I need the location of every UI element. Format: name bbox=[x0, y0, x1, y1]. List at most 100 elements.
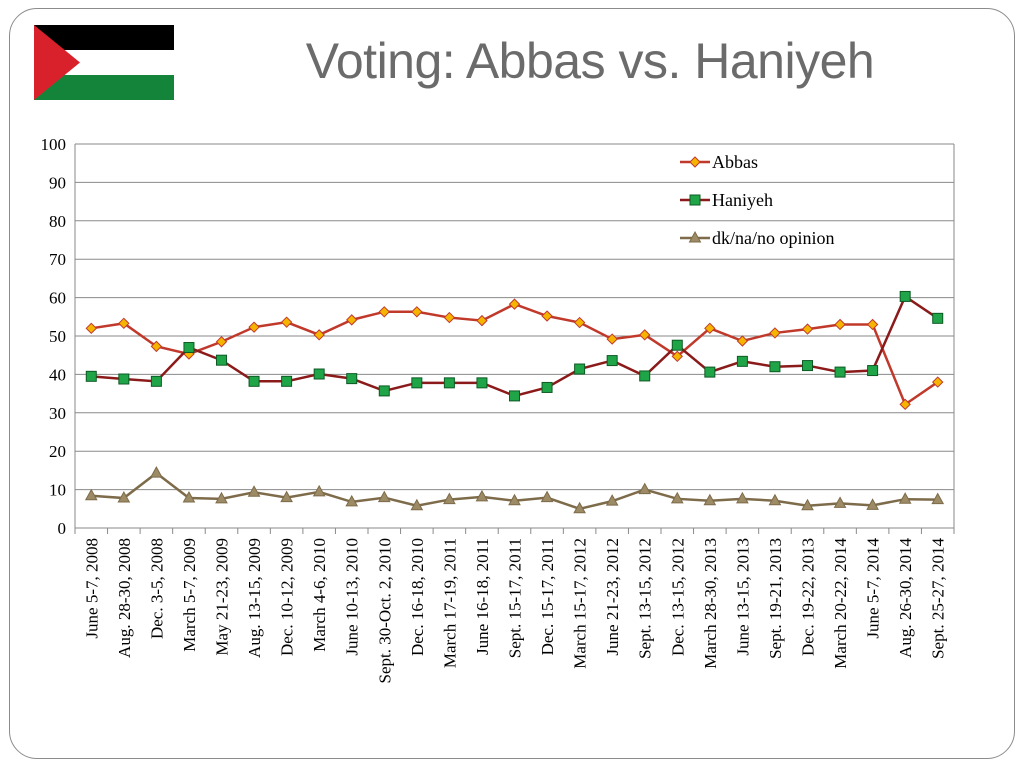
data-point-haniyeh bbox=[639, 370, 651, 382]
x-tick-label: March 4-6, 2010 bbox=[310, 538, 329, 652]
page-title: Voting: Abbas vs. Haniyeh bbox=[305, 33, 875, 89]
data-point-dk-na-no-opinion bbox=[410, 498, 424, 511]
data-point-dk-na-no-opinion bbox=[866, 498, 879, 510]
data-point-abbas bbox=[573, 316, 586, 329]
data-point-haniyeh bbox=[704, 366, 716, 378]
x-tick-label: March 28-30, 2013 bbox=[701, 538, 720, 669]
x-tick-label: Dec. 15-17, 2011 bbox=[538, 538, 557, 655]
x-tick-label: June 5-7, 2014 bbox=[864, 538, 883, 639]
y-tick-label: 100 bbox=[41, 135, 67, 154]
legend-label-abbas: Abbas bbox=[712, 152, 758, 172]
data-point-dk-na-no-opinion bbox=[736, 491, 749, 504]
data-point-abbas bbox=[215, 336, 228, 348]
data-point-abbas bbox=[150, 340, 163, 353]
data-point-dk-na-no-opinion bbox=[768, 493, 782, 506]
slide-frame bbox=[9, 8, 1015, 759]
y-tick-label: 50 bbox=[49, 327, 66, 346]
x-tick-label: March 15-17, 2012 bbox=[571, 538, 590, 669]
y-tick-label: 40 bbox=[49, 365, 66, 384]
data-point-abbas bbox=[443, 311, 456, 324]
data-point-abbas bbox=[671, 350, 683, 363]
data-point-haniyeh bbox=[802, 360, 813, 372]
data-point-haniyeh bbox=[378, 385, 390, 397]
data-point-dk-na-no-opinion bbox=[638, 482, 652, 495]
data-point-dk-na-no-opinion bbox=[540, 490, 554, 503]
data-point-dk-na-no-opinion bbox=[150, 466, 163, 478]
data-point-haniyeh bbox=[574, 363, 586, 375]
x-tick-label: Sept. 30-Oct. 2, 2010 bbox=[375, 538, 394, 683]
x-tick-label: March 20-22, 2014 bbox=[831, 538, 850, 669]
legend-marker-abbas bbox=[689, 156, 701, 168]
data-point-abbas bbox=[801, 323, 814, 335]
y-tick-label: 10 bbox=[49, 481, 66, 500]
legend-label-dk-na-no-opinion: dk/na/no opinion bbox=[712, 228, 835, 248]
x-tick-label: Dec. 16-18, 2010 bbox=[408, 538, 427, 656]
data-point-abbas bbox=[736, 335, 749, 347]
data-point-haniyeh bbox=[834, 366, 846, 378]
x-tick-label: June 13-15, 2013 bbox=[733, 538, 752, 656]
palestinian-flag-icon bbox=[34, 25, 174, 100]
y-tick-label: 0 bbox=[58, 519, 67, 538]
data-point-abbas bbox=[280, 316, 293, 328]
data-point-dk-na-no-opinion bbox=[117, 491, 131, 503]
x-tick-label: Aug. 26-30, 2014 bbox=[896, 538, 915, 658]
data-point-dk-na-no-opinion bbox=[605, 494, 619, 506]
data-point-abbas bbox=[508, 298, 521, 310]
data-point-dk-na-no-opinion bbox=[670, 491, 684, 504]
data-point-haniyeh bbox=[248, 375, 260, 387]
data-point-abbas bbox=[313, 329, 325, 341]
data-point-dk-na-no-opinion bbox=[215, 491, 228, 504]
data-point-haniyeh bbox=[867, 365, 879, 377]
data-point-haniyeh bbox=[183, 342, 195, 354]
x-tick-label: Sept. 13-15, 2012 bbox=[636, 538, 655, 659]
data-point-abbas bbox=[899, 398, 911, 411]
data-point-haniyeh bbox=[736, 355, 748, 367]
y-tick-label: 70 bbox=[49, 250, 66, 269]
data-point-haniyeh bbox=[118, 373, 130, 385]
data-point-haniyeh bbox=[769, 361, 781, 373]
data-point-haniyeh bbox=[509, 390, 520, 402]
data-point-dk-na-no-opinion bbox=[182, 491, 196, 503]
data-point-dk-na-no-opinion bbox=[312, 484, 326, 497]
data-point-dk-na-no-opinion bbox=[801, 498, 814, 511]
series-line-abbas bbox=[91, 302, 939, 407]
data-point-dk-na-no-opinion bbox=[833, 496, 847, 508]
data-point-dk-na-no-opinion bbox=[280, 490, 293, 503]
data-point-haniyeh bbox=[606, 355, 618, 367]
y-tick-label: 80 bbox=[49, 212, 66, 231]
legend-marker-haniyeh bbox=[689, 194, 701, 206]
x-tick-label: June 10-13, 2010 bbox=[343, 538, 362, 656]
data-point-abbas bbox=[378, 306, 390, 318]
data-point-dk-na-no-opinion bbox=[247, 485, 261, 497]
x-tick-label: Sept. 15-17, 2011 bbox=[506, 538, 525, 658]
data-point-dk-na-no-opinion bbox=[345, 494, 359, 507]
data-point-dk-na-no-opinion bbox=[573, 501, 586, 514]
x-tick-label: Dec. 19-22, 2013 bbox=[799, 538, 818, 656]
data-point-haniyeh bbox=[443, 377, 455, 389]
x-tick-label: Sept. 25-27, 2014 bbox=[929, 538, 948, 659]
x-tick-label: Sept. 19-21, 2013 bbox=[766, 538, 785, 659]
data-point-haniyeh bbox=[411, 377, 423, 389]
data-point-dk-na-no-opinion bbox=[84, 488, 98, 501]
x-tick-label: May 21-23, 2009 bbox=[213, 538, 232, 656]
x-tick-label: Dec. 3-5, 2008 bbox=[147, 538, 166, 639]
data-point-abbas bbox=[476, 314, 488, 327]
legend-label-haniyeh: Haniyeh bbox=[712, 190, 773, 210]
data-point-abbas bbox=[541, 310, 553, 322]
y-tick-label: 30 bbox=[49, 404, 66, 423]
x-tick-label: March 17-19, 2011 bbox=[440, 538, 459, 668]
data-point-abbas bbox=[248, 321, 260, 333]
x-tick-label: Aug. 28-30, 2008 bbox=[115, 538, 134, 658]
data-point-haniyeh bbox=[150, 375, 162, 387]
data-point-dk-na-no-opinion bbox=[703, 493, 717, 506]
data-point-haniyeh bbox=[313, 368, 325, 380]
data-point-dk-na-no-opinion bbox=[475, 489, 489, 502]
data-point-dk-na-no-opinion bbox=[377, 490, 391, 503]
x-tick-label: June 5-7, 2008 bbox=[82, 538, 101, 639]
data-point-abbas bbox=[85, 322, 97, 335]
x-tick-label: Aug. 13-15, 2009 bbox=[245, 538, 264, 658]
x-tick-label: March 5-7, 2009 bbox=[180, 538, 199, 652]
y-tick-label: 20 bbox=[49, 442, 66, 461]
data-point-abbas bbox=[346, 314, 358, 326]
